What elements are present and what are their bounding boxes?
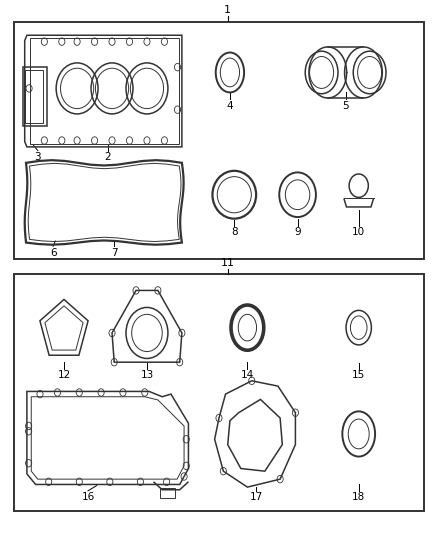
Bar — [25, 70, 43, 123]
Text: 8: 8 — [231, 227, 237, 237]
Bar — [14, 22, 424, 259]
Text: 4: 4 — [226, 101, 233, 111]
Bar — [22, 67, 46, 126]
Text: 18: 18 — [352, 492, 365, 503]
Text: 6: 6 — [50, 248, 57, 258]
Text: 11: 11 — [221, 258, 235, 268]
Text: 15: 15 — [352, 370, 365, 380]
Text: 13: 13 — [140, 370, 154, 380]
Text: 9: 9 — [294, 227, 301, 237]
Text: 16: 16 — [81, 492, 95, 503]
Bar — [14, 274, 424, 511]
Text: 1: 1 — [224, 4, 231, 14]
Text: 3: 3 — [35, 152, 41, 162]
Text: 5: 5 — [343, 101, 349, 111]
Text: 10: 10 — [352, 227, 365, 237]
Text: 2: 2 — [104, 152, 111, 162]
Text: 7: 7 — [111, 248, 117, 258]
Text: 17: 17 — [250, 492, 263, 503]
Text: 12: 12 — [57, 370, 71, 380]
Text: 14: 14 — [241, 370, 254, 380]
Bar — [160, 488, 175, 498]
